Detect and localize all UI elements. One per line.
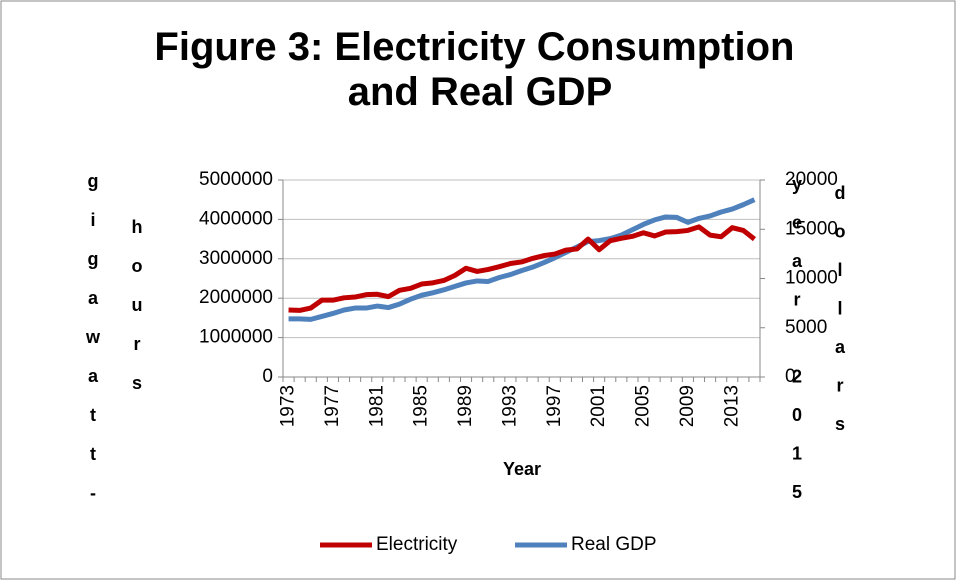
x-tick-label: 1997 [544, 385, 565, 427]
y-axis-label: g i g a w a t t -h o u r s [85, 171, 143, 503]
line-series [288, 197, 756, 322]
x-axis-label: Year [503, 459, 541, 479]
y-tick-label: 3000000 [199, 248, 273, 269]
x-tick-label: 1985 [411, 385, 432, 427]
legend-label: Electricity [376, 534, 458, 555]
x-tick-label: 1989 [455, 385, 476, 427]
y-tick-label: 0 [262, 366, 273, 387]
x-tick-label: 2005 [633, 385, 654, 427]
x-tick-label: 1973 [278, 385, 299, 427]
y2-tick-label: 15000 [785, 218, 838, 239]
x-tick-label: 1993 [499, 385, 520, 427]
y-tick-label: 2000000 [199, 287, 273, 308]
y2-tick-label: 0 [785, 366, 796, 387]
y-tick-label: 1000000 [199, 327, 273, 348]
y-tick-label: 4000000 [199, 208, 273, 229]
x-tick-label: 2001 [588, 385, 609, 427]
y2-tick-label: 5000 [785, 317, 827, 338]
chart-title: Figure 3: Electricity Consumption and Re… [154, 25, 805, 114]
x-tick-label: 1977 [322, 385, 343, 427]
legend-label: Real GDP [571, 534, 657, 555]
y-tick-label: 5000000 [199, 169, 273, 190]
y2-tick-label: 10000 [785, 268, 838, 289]
y2-tick-label: 20000 [785, 169, 838, 190]
x-tick-label: 2013 [721, 385, 742, 427]
line-series [288, 224, 756, 313]
x-tick-label: 1981 [366, 385, 387, 427]
x-tick-label: 2009 [677, 385, 698, 427]
